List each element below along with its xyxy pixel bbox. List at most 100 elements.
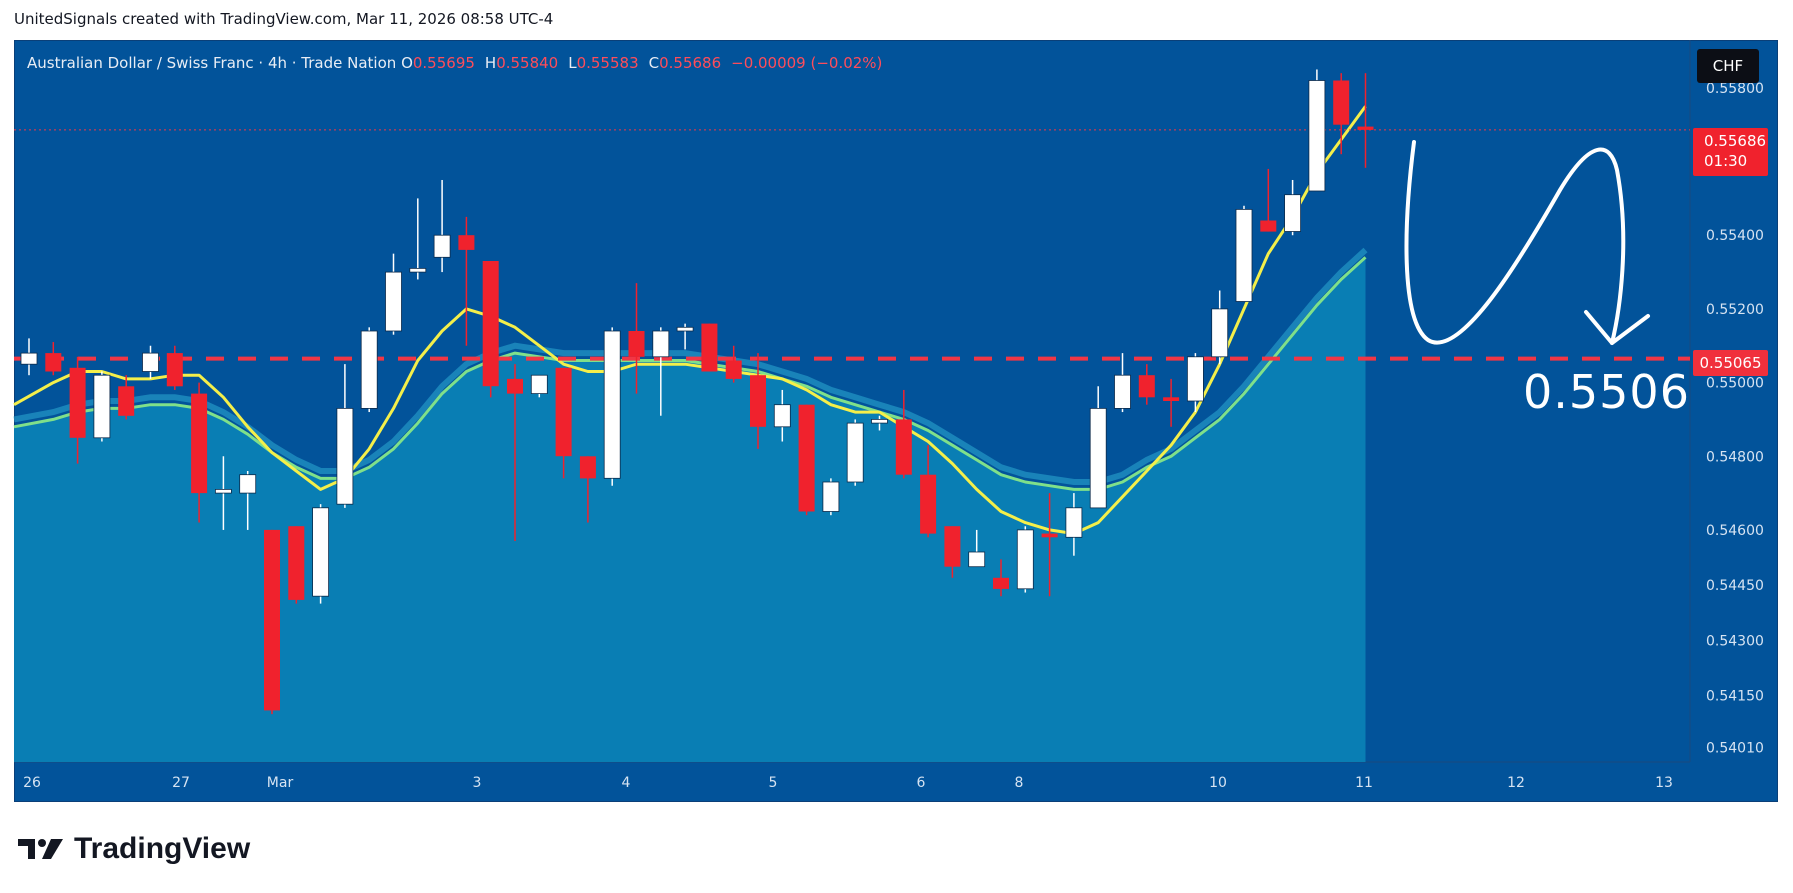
candle-up — [385, 271, 402, 332]
candle-up — [603, 330, 621, 479]
y-axis-ticks: 0.55800 0.55400 0.55200 0.55000 0.54800 0.546… — [1706, 81, 1764, 756]
candle-down — [579, 456, 596, 479]
candle-down — [701, 323, 718, 372]
low-label: L — [568, 54, 577, 72]
candle-down — [1138, 375, 1155, 398]
candle-up — [239, 474, 257, 494]
candle-down — [628, 331, 645, 357]
y-tick-label: 0.55400 — [1706, 228, 1764, 244]
candle-down — [1163, 397, 1180, 401]
candle-down — [555, 367, 572, 457]
last-price-tag: 0.55686 01:30 — [1693, 128, 1768, 176]
x-tick-label: 13 — [1655, 775, 1673, 791]
candle-down — [166, 353, 183, 387]
forecast-arrow-drawing[interactable] — [1404, 140, 1650, 345]
level-layer — [14, 129, 1690, 361]
symbol-name[interactable]: Australian Dollar / Swiss Franc · 4h · T… — [27, 54, 397, 72]
candle-up — [214, 488, 232, 494]
candle-layer[interactable] — [20, 69, 1374, 715]
candle-up — [142, 352, 159, 372]
candle-down — [458, 235, 475, 250]
candle-down — [725, 360, 742, 379]
candle-up — [409, 267, 427, 273]
open-value: 0.55695 — [412, 54, 475, 72]
candle-down — [264, 529, 280, 711]
candle-up — [1235, 208, 1253, 302]
candle-up — [676, 326, 694, 332]
candle-up — [1187, 356, 1204, 402]
candle-up — [20, 352, 38, 365]
high-label: H — [484, 54, 497, 72]
candle-up — [652, 330, 670, 358]
tradingview-brand[interactable]: TradingView — [74, 832, 251, 865]
candle-up — [1114, 374, 1131, 409]
candle-down — [191, 393, 208, 494]
candle-down — [45, 353, 62, 372]
fast-moving-average — [13, 105, 1367, 536]
candle-up — [530, 374, 548, 395]
candle-down — [1260, 220, 1277, 232]
x-tick-label: 8 — [1015, 775, 1024, 791]
area-layer — [13, 247, 1368, 762]
x-tick-label: 3 — [473, 775, 482, 791]
candle-up — [968, 551, 986, 568]
y-tick-label: 0.54800 — [1706, 449, 1764, 465]
bar-countdown: 01:30 — [1704, 152, 1748, 170]
candle-up — [336, 407, 354, 505]
y-tick-label: 0.54150 — [1706, 689, 1764, 705]
candle-down — [944, 526, 961, 567]
x-tick-label: 10 — [1209, 775, 1227, 791]
y-tick-label: 0.55200 — [1706, 302, 1764, 318]
x-tick-label: 11 — [1355, 775, 1373, 791]
candle-down — [288, 526, 305, 600]
candle-down — [69, 367, 86, 438]
candle-up — [433, 234, 451, 258]
candle-down — [993, 577, 1009, 589]
candle-down — [1333, 80, 1350, 125]
x-axis-ticks: 26 27 Mar 3 4 5 6 8 10 11 12 13 — [23, 775, 1673, 791]
candle-down — [895, 419, 912, 475]
candle-up — [360, 330, 378, 409]
target-level-annotation[interactable]: 0.5506 — [1523, 365, 1690, 419]
y-tick-label: 0.54300 — [1706, 633, 1764, 649]
candle-up — [1308, 80, 1326, 192]
candle-up — [1211, 308, 1229, 358]
candle-down — [798, 404, 815, 512]
low-value: 0.55583 — [576, 54, 639, 72]
candle-down — [118, 386, 135, 416]
y-tick-label: 0.55800 — [1706, 81, 1764, 97]
ohlc-legend: Australian Dollar / Swiss Franc · 4h · T… — [27, 54, 882, 72]
x-tick-label: 12 — [1507, 775, 1525, 791]
y-tick-label: 0.54450 — [1706, 578, 1764, 594]
candle-up — [1065, 507, 1083, 538]
candle-up — [846, 422, 864, 483]
footer: TradingView — [18, 832, 250, 866]
level-price-tag: 0.55065 — [1693, 350, 1768, 376]
x-tick-label: 5 — [769, 775, 778, 791]
close-label: C — [648, 54, 660, 72]
slow-moving-average — [13, 256, 1367, 491]
candle-down — [1357, 126, 1374, 130]
volume-area — [14, 257, 1366, 762]
close-value: 0.55686 — [659, 54, 722, 72]
last-price-value: 0.55686 — [1704, 132, 1767, 150]
high-value: 0.55840 — [496, 54, 559, 72]
candle-up — [822, 481, 840, 512]
y-tick-label: 0.55000 — [1706, 376, 1764, 392]
candle-down — [750, 375, 766, 427]
currency-button[interactable]: CHF — [1697, 49, 1759, 83]
candle-down — [1041, 533, 1058, 538]
candle-down — [920, 474, 937, 534]
x-tick-label: 27 — [172, 775, 190, 791]
candle-down — [482, 261, 499, 387]
open-label: O — [401, 54, 413, 72]
change-value: −0.00009 (−0.02%) — [731, 54, 883, 72]
candle-up — [1016, 529, 1034, 590]
candle-up — [1089, 407, 1107, 509]
candle-up — [773, 404, 791, 428]
chart-credit: UnitedSignals created with TradingView.c… — [14, 10, 554, 28]
y-tick-label: 0.54010 — [1706, 740, 1764, 756]
candle-up — [93, 374, 111, 439]
tradingview-logo-icon[interactable] — [18, 836, 66, 862]
